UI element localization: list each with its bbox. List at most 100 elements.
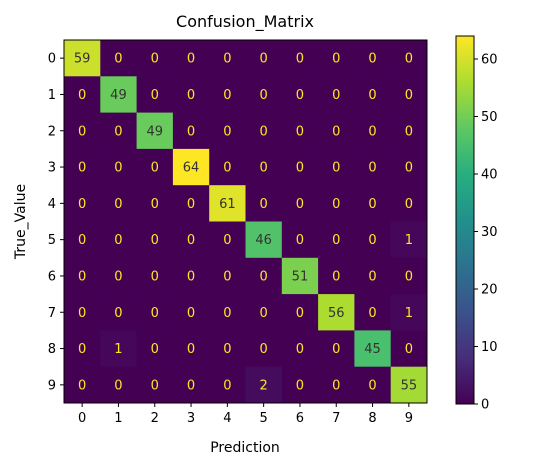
heatmap-cell xyxy=(100,366,138,404)
y-tick-label: 4 xyxy=(48,197,56,212)
heatmap-cell xyxy=(245,257,283,295)
heatmap-cell-label: 0 xyxy=(332,233,340,248)
heatmap-cell xyxy=(100,294,138,331)
heatmap-cell-label: 0 xyxy=(332,52,340,67)
heatmap-cell xyxy=(64,221,101,259)
heatmap-cell xyxy=(354,330,392,368)
heatmap-cell-label: 1 xyxy=(405,233,413,248)
heatmap-cell-label: 55 xyxy=(401,378,418,393)
y-tick-label: 0 xyxy=(48,52,56,67)
heatmap-cell-label: 0 xyxy=(332,197,340,212)
heatmap-cell-label: 0 xyxy=(223,306,231,321)
heatmap-cell xyxy=(390,294,428,331)
heatmap-cell-label: 0 xyxy=(405,161,413,176)
heatmap-cell xyxy=(64,148,101,186)
heatmap-cell-label: 0 xyxy=(405,52,413,67)
heatmap-cell xyxy=(390,185,428,222)
heatmap-cell xyxy=(64,76,101,114)
heatmap-cell xyxy=(318,330,355,368)
heatmap-cell-labels: 59 0 0 0 0 0 0 0 0 0 0 49 0 0 0 0 0 0 0 0 0 0 49 0 0 0 0 0 0 0 0 0 0 64 0 0… xyxy=(74,52,417,394)
y-tick-label: 9 xyxy=(48,378,56,393)
heatmap-cell-label: 0 xyxy=(223,52,231,67)
colorbar-tick-label: 60 xyxy=(481,53,498,68)
heatmap-cell xyxy=(100,148,138,186)
heatmap-cell-label: 0 xyxy=(260,306,268,321)
heatmap-cell xyxy=(281,112,319,150)
heatmap-cells xyxy=(64,40,428,404)
heatmap-cell-label: 0 xyxy=(187,197,195,212)
heatmap-cell-label: 0 xyxy=(114,306,122,321)
heatmap-cell-label: 0 xyxy=(223,88,231,103)
heatmap-cell xyxy=(281,366,319,404)
heatmap-cell xyxy=(136,366,174,404)
x-tick-label: 6 xyxy=(296,411,304,426)
heatmap-cell-label: 0 xyxy=(260,269,268,284)
x-tick-label: 3 xyxy=(187,411,195,426)
heatmap-cell xyxy=(245,112,283,150)
heatmap-cell-label: 0 xyxy=(78,88,86,103)
heatmap-cell xyxy=(245,40,283,77)
heatmap-cell xyxy=(64,112,101,150)
heatmap-cell-label: 0 xyxy=(296,161,304,176)
heatmap-cell xyxy=(245,185,283,222)
heatmap-cell xyxy=(209,112,246,150)
heatmap-cell-label: 0 xyxy=(187,88,195,103)
heatmap-cell xyxy=(64,185,101,222)
heatmap-cell xyxy=(281,257,319,295)
heatmap-cell xyxy=(281,185,319,222)
x-tick-label: 1 xyxy=(114,411,122,426)
heatmap-cell xyxy=(100,185,138,222)
heatmap-cell xyxy=(209,76,246,114)
x-tick-label: 0 xyxy=(78,411,86,426)
heatmap-cell-label: 0 xyxy=(151,269,159,284)
x-axis-ticks: 0 1 2 3 4 5 6 7 8 9 xyxy=(78,403,413,426)
heatmap-cell xyxy=(172,294,210,331)
heatmap-cell-label: 0 xyxy=(78,269,86,284)
y-axis-label: True_Value xyxy=(13,184,29,260)
heatmap-cell xyxy=(136,221,174,259)
y-tick-label: 3 xyxy=(48,161,56,176)
heatmap-cell-label: 0 xyxy=(368,88,376,103)
heatmap-cell xyxy=(209,185,246,222)
heatmap-cell xyxy=(281,221,319,259)
heatmap-cell xyxy=(209,40,246,77)
heatmap-cell xyxy=(136,40,174,77)
heatmap-cell-label: 0 xyxy=(151,342,159,357)
heatmap-cell-label: 0 xyxy=(151,88,159,103)
heatmap-cell-label: 0 xyxy=(223,161,231,176)
heatmap-cell-label: 0 xyxy=(223,378,231,393)
heatmap-cell-label: 0 xyxy=(260,161,268,176)
heatmap-cell-label: 0 xyxy=(260,197,268,212)
heatmap-cell xyxy=(136,257,174,295)
heatmap-cell xyxy=(281,330,319,368)
heatmap-cell xyxy=(172,185,210,222)
heatmap-cell-label: 0 xyxy=(296,88,304,103)
heatmap-cell-label: 0 xyxy=(151,233,159,248)
x-tick-label: 2 xyxy=(151,411,159,426)
heatmap-cell-label: 0 xyxy=(332,161,340,176)
colorbar xyxy=(455,35,475,405)
heatmap-cell-label: 0 xyxy=(405,269,413,284)
heatmap-cell-label: 0 xyxy=(296,233,304,248)
heatmap-cell-label: 0 xyxy=(78,342,86,357)
heatmap-cell-label: 0 xyxy=(78,233,86,248)
heatmap-cell xyxy=(172,112,210,150)
heatmap-cell xyxy=(354,112,392,150)
heatmap-cell-label: 51 xyxy=(292,269,309,284)
heatmap-cell xyxy=(172,221,210,259)
heatmap-cell xyxy=(281,40,319,77)
plot-frame xyxy=(63,39,428,404)
heatmap-cell xyxy=(209,366,246,404)
heatmap-cell xyxy=(354,40,392,77)
heatmap-cell-label: 0 xyxy=(151,197,159,212)
heatmap-cell-label: 0 xyxy=(114,161,122,176)
heatmap-cell-label: 0 xyxy=(223,342,231,357)
heatmap-cell-label: 0 xyxy=(78,124,86,139)
colorbar-tick-label: 30 xyxy=(481,225,498,240)
heatmap-cell-label: 49 xyxy=(110,88,127,103)
heatmap-cell xyxy=(136,185,174,222)
y-tick-label: 1 xyxy=(48,88,56,103)
heatmap-cell-label: 61 xyxy=(219,197,236,212)
heatmap-cell-label: 0 xyxy=(187,269,195,284)
heatmap-cell-label: 0 xyxy=(187,306,195,321)
